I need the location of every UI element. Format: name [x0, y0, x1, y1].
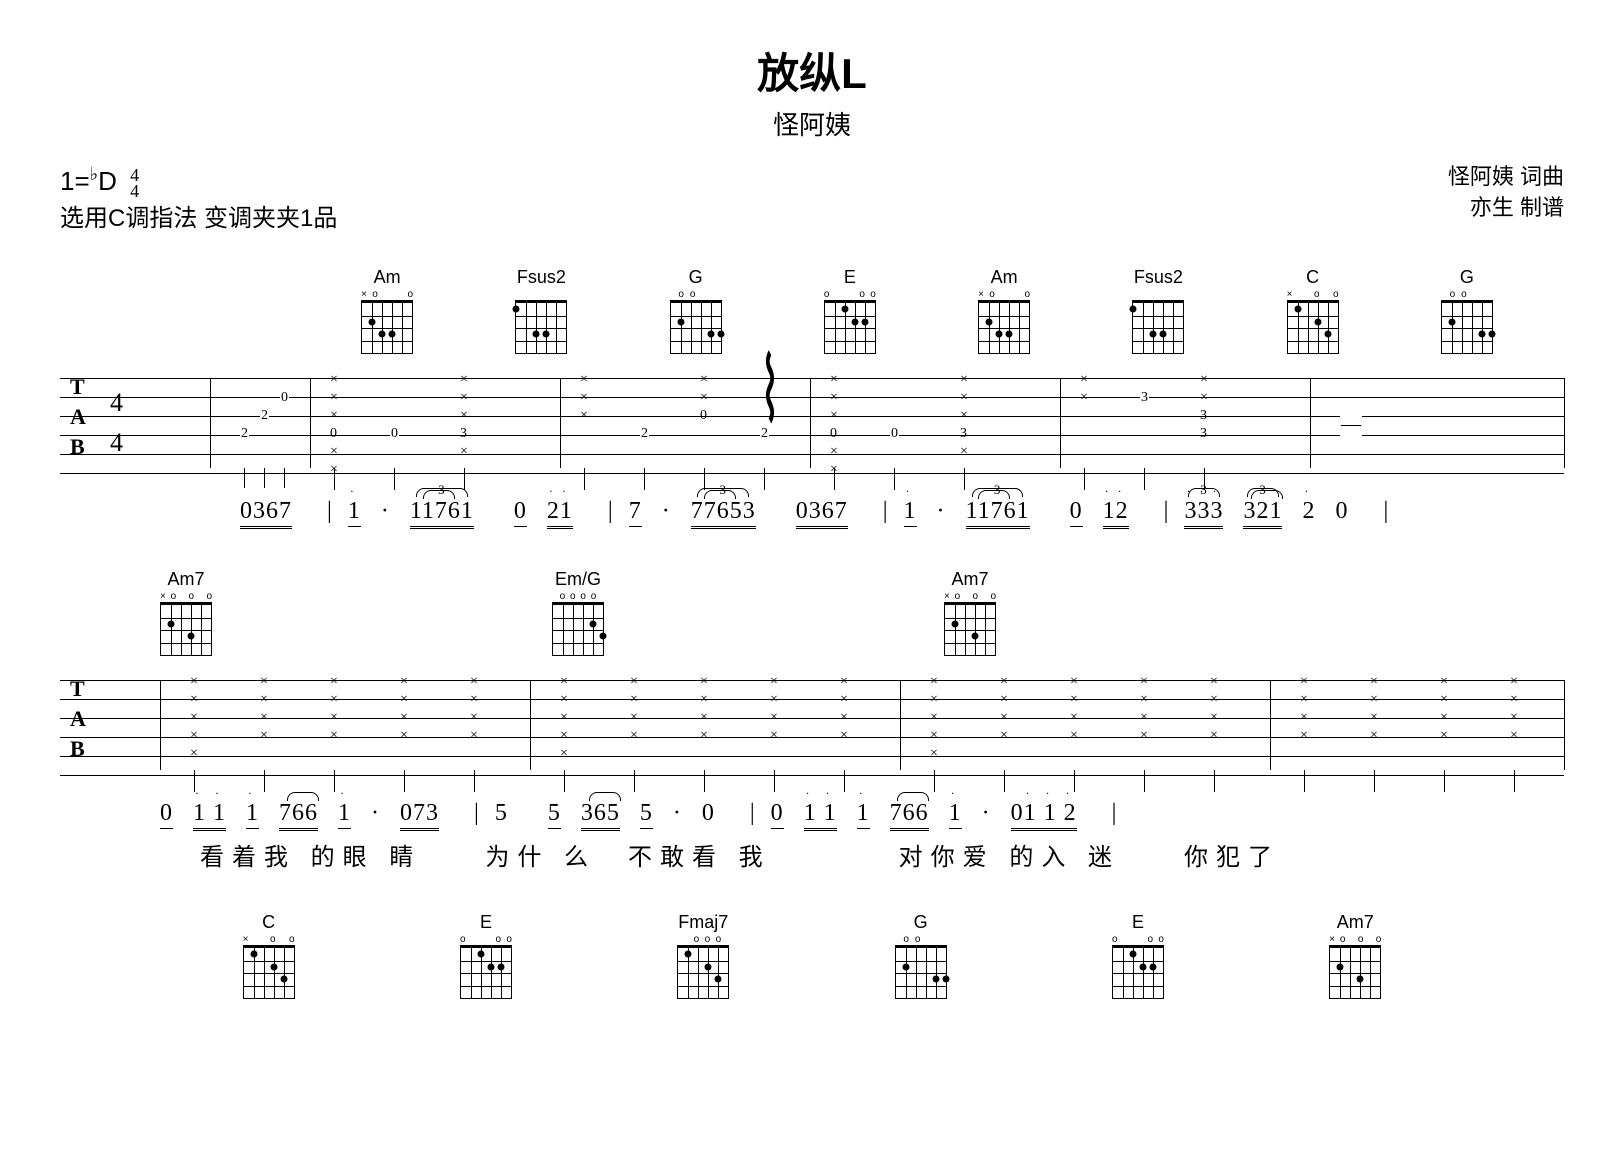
key-letter: D — [98, 166, 117, 196]
chord-open-marks — [515, 290, 567, 300]
tab-time-den: 4 — [110, 428, 123, 458]
chord-name: E — [824, 267, 876, 288]
fretboard — [1329, 947, 1381, 999]
fretboard — [824, 302, 876, 354]
chord-open-marks: ×o o o — [944, 592, 996, 602]
chord-name: Fsus2 — [515, 267, 567, 288]
lyrics-line-2: 看着我 的眼 睛 为什 么 不敢看 我 对你爱 的入 迷 你犯了 — [60, 837, 1564, 872]
chord-open-marks: × o o — [1287, 290, 1339, 300]
tab-time-num: 4 — [110, 388, 123, 418]
chord-name: G — [670, 267, 722, 288]
chord-open-marks: ×o o — [978, 290, 1030, 300]
tab-staff-2: T A B ××××××××××××××××××××××××××××××××××… — [60, 660, 1564, 780]
instruction-text: 选用C调指法 变调夹夹1品 — [60, 201, 337, 237]
chord-diagram: Am ×o o — [978, 267, 1030, 354]
chord-row-1: Am ×o o Fsus2 G oo Eo oo Am ×o o Fsus2 C × o o… — [60, 267, 1564, 354]
chord-diagram: C × o o — [243, 912, 295, 999]
fretboard — [677, 947, 729, 999]
key-signature: 1=♭D 4 4 — [60, 162, 337, 201]
chord-diagram: Fmaj7 ooo — [677, 912, 729, 999]
song-subtitle: 怪阿姨 — [60, 105, 1564, 142]
chord-row-2: Am7 ×o o o Em/G oooo Am7 ×o o o — [60, 569, 1564, 656]
meta-left: 1=♭D 4 4 选用C调指法 变调夹夹1品 — [60, 162, 337, 237]
fretboard — [361, 302, 413, 354]
chord-name: E — [460, 912, 512, 933]
chord-name: Fsus2 — [1132, 267, 1184, 288]
chord-diagram: Eo oo — [1112, 912, 1164, 999]
chord-open-marks: × o o — [243, 935, 295, 945]
fretboard — [460, 947, 512, 999]
transcriber: 亦生 制谱 — [1448, 193, 1564, 224]
composer: 怪阿姨 词曲 — [1448, 162, 1564, 193]
tab-staff-1: T A B 4 4 220×××0××0×××3××××2××02⌇×××0××… — [60, 358, 1564, 478]
chord-diagram: G oo — [670, 267, 722, 354]
chord-diagram: Eo oo — [460, 912, 512, 999]
song-title: 放纵L — [60, 40, 1564, 101]
fretboard — [1441, 302, 1493, 354]
key-prefix: 1= — [60, 166, 90, 196]
chord-diagram: Eo oo — [824, 267, 876, 354]
chord-diagram: Fsus2 — [1132, 267, 1184, 354]
chord-name: G — [895, 912, 947, 933]
chord-open-marks: o oo — [824, 290, 876, 300]
chord-open-marks: ×o o o — [1329, 935, 1381, 945]
system-2: Am7 ×o o o Em/G oooo Am7 ×o o o T A B ×××××… — [60, 569, 1564, 872]
chord-diagram: C × o o — [1287, 267, 1339, 354]
chord-open-marks: ooo — [677, 935, 729, 945]
chord-open-marks: oo — [895, 935, 947, 945]
song-header: 放纵L 怪阿姨 — [60, 40, 1564, 142]
fretboard — [978, 302, 1030, 354]
chord-row-3: C × o o Eo oo Fmaj7 ooo G oo Eo oo Am7 ×o o o — [60, 912, 1564, 999]
fretboard — [515, 302, 567, 354]
chord-open-marks: oooo — [552, 592, 604, 602]
chord-name: Am — [361, 267, 413, 288]
fretboard — [1287, 302, 1339, 354]
jianpu-line-1: 0367 | 1··117613 02·1· | 7·776533 0367 |… — [60, 498, 1564, 529]
fretboard — [552, 604, 604, 656]
accidental: ♭ — [90, 164, 99, 184]
chord-open-marks: o oo — [1112, 935, 1164, 945]
meta-right: 怪阿姨 词曲 亦生 制谱 — [1448, 162, 1564, 224]
chord-diagram: Fsus2 — [515, 267, 567, 354]
fretboard — [1112, 947, 1164, 999]
fretboard — [1132, 302, 1184, 354]
chord-diagram: Em/G oooo — [552, 569, 604, 656]
meta-row: 1=♭D 4 4 选用C调指法 变调夹夹1品 怪阿姨 词曲 亦生 制谱 — [60, 162, 1564, 237]
time-signature: 4 4 — [130, 167, 139, 199]
chord-name: Am7 — [1329, 912, 1381, 933]
chord-name: G — [1441, 267, 1493, 288]
chord-name: Am7 — [160, 569, 212, 590]
fretboard — [895, 947, 947, 999]
chord-open-marks — [1132, 290, 1184, 300]
jianpu-line-2: 01· 1·1·7661··073 | 5 53655·0 | 01· 1·1·… — [60, 800, 1564, 831]
system-1: Am ×o o Fsus2 G oo Eo oo Am ×o o Fsus2 C × o o… — [60, 267, 1564, 529]
chord-open-marks: ×o o — [361, 290, 413, 300]
chord-diagram: Am7 ×o o o — [160, 569, 212, 656]
fretboard — [944, 604, 996, 656]
chord-diagram: G oo — [1441, 267, 1493, 354]
chord-open-marks: ×o o o — [160, 592, 212, 602]
chord-open-marks: oo — [1441, 290, 1493, 300]
chord-name: E — [1112, 912, 1164, 933]
chord-diagram: G oo — [895, 912, 947, 999]
chord-diagram: Am7 ×o o o — [1329, 912, 1381, 999]
chord-name: Am7 — [944, 569, 996, 590]
chord-name: C — [1287, 267, 1339, 288]
fretboard — [243, 947, 295, 999]
tab-lines-2 — [60, 680, 1564, 776]
chord-name: Em/G — [552, 569, 604, 590]
fretboard — [670, 302, 722, 354]
chord-diagram: Am ×o o — [361, 267, 413, 354]
time-den: 4 — [130, 183, 139, 199]
chord-open-marks: oo — [670, 290, 722, 300]
chord-name: Fmaj7 — [677, 912, 729, 933]
fretboard — [160, 604, 212, 656]
chord-name: Am — [978, 267, 1030, 288]
chord-name: C — [243, 912, 295, 933]
chord-diagram: Am7 ×o o o — [944, 569, 996, 656]
chord-open-marks: o oo — [460, 935, 512, 945]
